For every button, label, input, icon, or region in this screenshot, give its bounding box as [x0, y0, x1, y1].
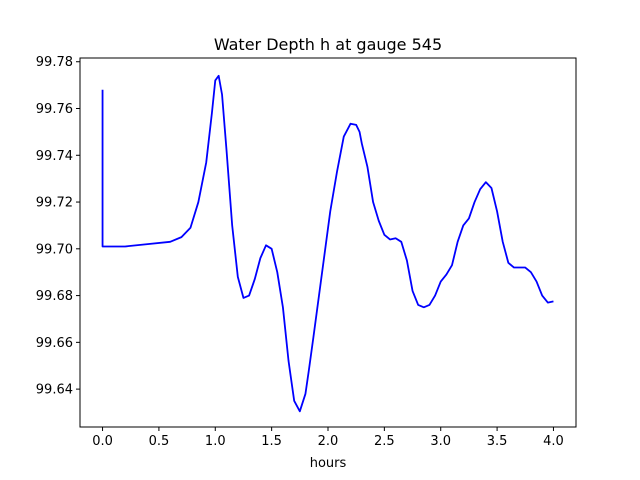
chart-title: Water Depth h at gauge 545	[214, 35, 442, 54]
y-tick-label: 99.68	[36, 289, 73, 304]
y-tick-label: 99.78	[36, 55, 73, 70]
x-tick-label: 1.0	[205, 434, 226, 449]
x-tick-label: 3.0	[430, 434, 451, 449]
x-tick-label: 0.5	[149, 434, 170, 449]
x-tick-label: 4.0	[543, 434, 564, 449]
x-axis-label: hours	[310, 456, 347, 471]
x-tick-label: 2.0	[318, 434, 339, 449]
y-tick-label: 99.70	[36, 242, 73, 257]
y-tick-label: 99.72	[36, 196, 73, 211]
y-tick-label: 99.76	[36, 102, 73, 117]
y-tick-label: 99.64	[36, 383, 73, 398]
x-tick-label: 2.5	[374, 434, 395, 449]
series-line	[101, 74, 554, 413]
x-tick-label: 1.5	[261, 434, 282, 449]
y-tick-label: 99.66	[36, 336, 73, 351]
y-tick-label: 99.74	[36, 149, 73, 164]
plot-area: 0.0 0.5 1.0 1.5 2.0 2.5 3.0 3.5 4.0 99.64 99.66 99.…	[36, 55, 577, 449]
x-tick-label: 0.0	[92, 434, 113, 449]
x-tick-label: 3.5	[487, 434, 508, 449]
